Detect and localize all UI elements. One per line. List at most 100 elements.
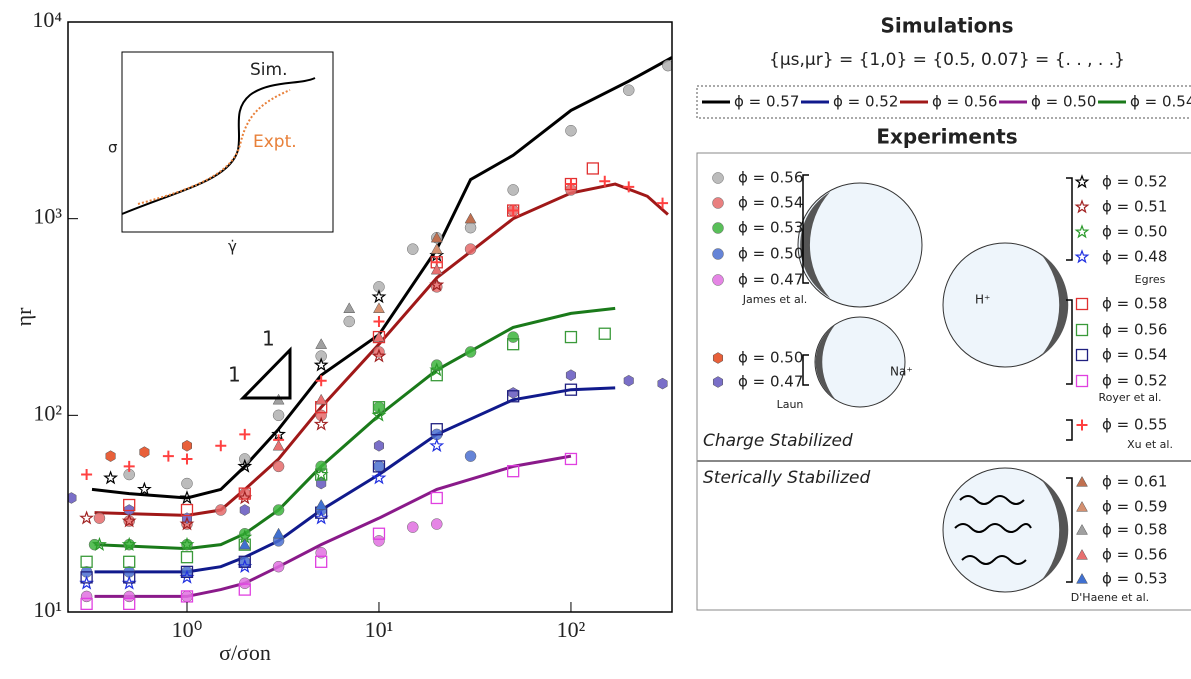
legend-label: ϕ = 0.50 [738,349,803,367]
marker [80,590,93,603]
marker [372,527,386,540]
marker [238,487,251,500]
sim-legend-box [696,85,1191,119]
marker [121,536,137,551]
sim-line [94,306,616,551]
marker [315,338,328,349]
marker [373,440,384,452]
legend-label: ϕ = 0.50 [738,245,803,263]
marker [1075,323,1089,337]
marker [139,446,150,458]
marker [123,571,136,584]
particle-surface [815,325,835,399]
sim-line [94,386,616,574]
marker [372,460,386,473]
legend-bracket [1066,419,1073,441]
marker [430,369,443,382]
marker [179,490,195,505]
marker [179,516,195,531]
legend-label: ϕ = 0.54 [1102,346,1167,364]
y-tick-label: 10⁴ [32,7,62,32]
marker [1074,174,1090,189]
section-label: Charge Stabilized [703,431,853,451]
marker [507,390,520,403]
marker [508,387,519,399]
legend-bracket [1066,477,1073,583]
legend-label: ϕ = 0.61 [1102,473,1167,491]
marker [712,197,724,209]
legend-group-label: Egres [1135,273,1166,286]
marker [657,377,668,390]
legend-label: ϕ = 0.56 [932,93,997,111]
marker [429,362,445,377]
marker [373,535,385,547]
marker [238,538,251,550]
marker [1076,548,1088,560]
marker [80,571,93,584]
marker [712,222,724,234]
chem-label: Na⁺ [890,365,913,379]
y-tick-label: 10³ [33,204,62,229]
marker [272,460,285,473]
inset-x-label: γ̇ [228,238,237,256]
marker [79,575,95,590]
legend-group-label: Xu et al. [1127,438,1173,451]
marker [313,510,329,525]
marker [238,555,251,568]
y-tick-label: 10¹ [33,597,62,622]
marker [237,490,253,505]
marker [181,440,193,452]
marker [564,452,578,466]
legend-label: ϕ = 0.53 [1102,570,1167,588]
marker [315,498,328,510]
marker [623,374,634,387]
marker [430,243,443,254]
x-tick-label: 10¹ [365,617,394,642]
slope-triangle [239,346,292,400]
marker [407,243,419,255]
marker [315,393,328,405]
marker [181,590,193,603]
sim-line [94,454,572,598]
y-axis-label: ηr [11,307,36,327]
marker [1074,199,1090,214]
marker [507,331,519,343]
marker [79,510,95,525]
inset-expt-curve [137,89,291,205]
marker [507,338,520,351]
marker [430,423,443,436]
marker [373,315,385,327]
inset: Sim. Expt. σ γ̇ [108,51,334,256]
marker [430,263,443,275]
marker [315,468,328,481]
marker [565,178,577,190]
marker [272,527,285,539]
polymer-brush [954,495,1032,565]
marker [712,352,724,364]
inset-expt-label: Expt. [253,132,297,152]
legend-group-label: Royer et al. [1098,391,1161,404]
legend-params: {μs,μr} = {1,0} = {0.5, 0.07} = {. . , .… [769,50,1125,70]
legend-group-label: D'Haene et al. [1071,591,1149,604]
marker [238,583,251,596]
legend-label: ϕ = 0.54 [1130,93,1191,111]
section-label: Sterically Stabilized [703,468,871,488]
marker [712,274,724,286]
marker [123,597,136,611]
marker [507,184,519,196]
marker [315,547,327,559]
x-axis-label: σ/σon [219,640,271,665]
legend-label: ϕ = 0.54 [738,194,803,212]
marker [316,477,327,490]
legend-label: ϕ = 0.50 [1102,223,1167,241]
marker [181,453,193,465]
marker [239,577,251,590]
marker [93,512,106,524]
particle-surface [800,192,830,298]
legend-label: ϕ = 0.56 [738,169,803,187]
marker [586,162,599,175]
marker [237,458,253,473]
marker [507,205,519,217]
marker [372,401,386,414]
marker [180,565,194,579]
